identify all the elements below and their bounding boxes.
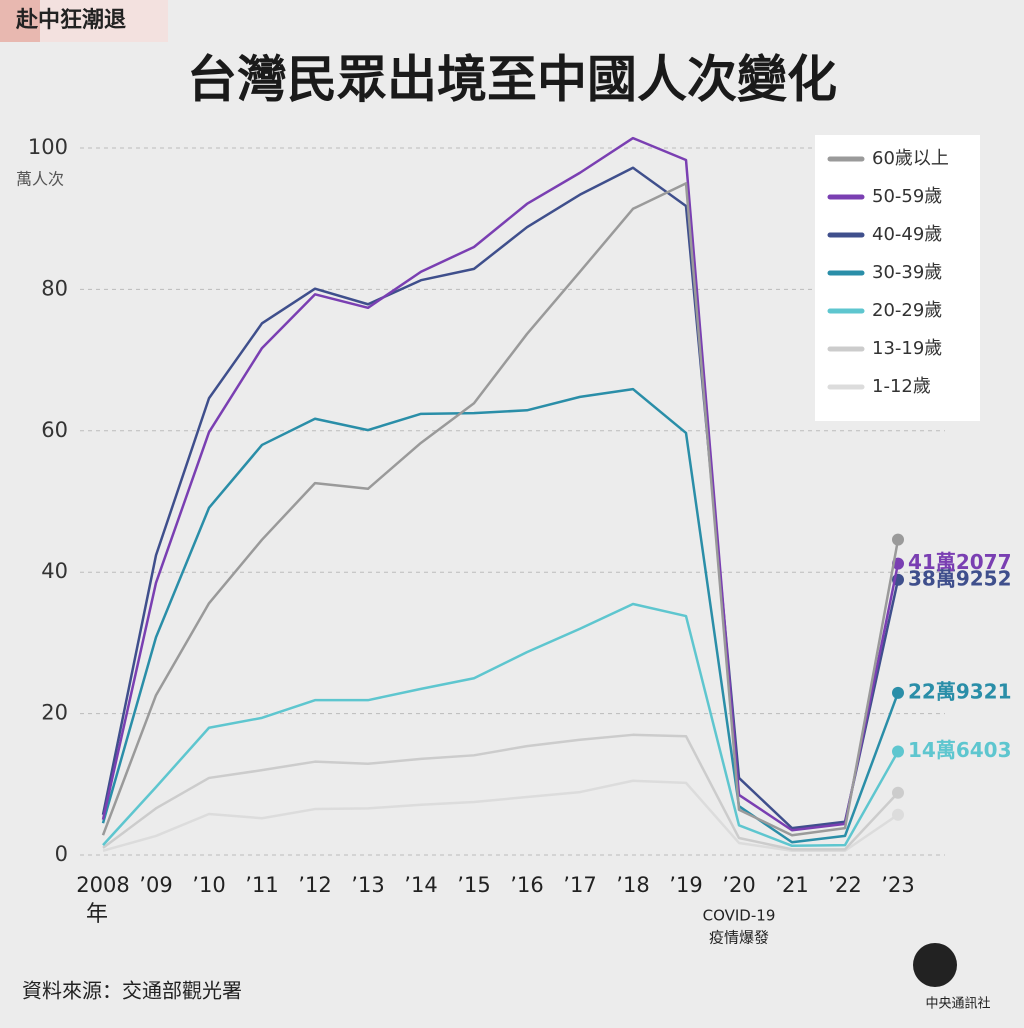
y-axis-label: 萬人次	[16, 170, 64, 189]
series-line	[101, 182, 900, 837]
x-tick-label: ’23	[881, 873, 914, 897]
x-axis-label: 年	[86, 902, 108, 927]
series-line	[101, 387, 900, 844]
x-tick-label: ’17	[563, 873, 596, 897]
value-label: 22萬9321	[908, 679, 1012, 703]
y-tick-label: 60	[41, 418, 68, 442]
legend-label: 50-59歲	[872, 186, 942, 207]
end-dot	[892, 686, 904, 699]
x-tick-label: ’19	[669, 873, 702, 897]
x-tick-label: ’18	[616, 873, 649, 897]
value-label: 41萬2077	[908, 550, 1012, 574]
series-line	[102, 733, 899, 851]
x-tick-label: 2008	[76, 873, 129, 897]
y-tick-label: 100	[28, 135, 68, 159]
end-dot	[892, 786, 904, 799]
value-label: 38萬9252	[908, 566, 1012, 590]
legend-label: 20-29歲	[872, 300, 942, 321]
legend-label: 40-49歲	[872, 224, 942, 245]
series-line	[101, 136, 900, 832]
x-tick-label: ’14	[404, 873, 437, 897]
logo-icon	[913, 943, 957, 987]
x-tick-label: ’10	[192, 873, 225, 897]
series-line	[102, 602, 900, 848]
legend-label: 30-39歲	[872, 262, 942, 283]
legend-label: 60歲以上	[872, 148, 949, 169]
legend-label: 13-19歲	[872, 338, 942, 359]
x-tick-label: ’12	[298, 873, 331, 897]
series-line	[102, 779, 899, 853]
annotation: 疫情爆發	[709, 929, 769, 947]
y-tick-label: 80	[41, 276, 68, 300]
tag-flag	[0, 0, 40, 42]
end-dot	[892, 808, 904, 821]
y-tick-label: 40	[41, 559, 68, 583]
tag: 赴中狂潮退	[15, 7, 126, 33]
x-tick-label: ’20	[722, 873, 755, 897]
x-tick-label: ’16	[510, 873, 543, 897]
y-tick-label: 20	[41, 701, 68, 725]
x-tick-label: ’15	[457, 873, 490, 897]
x-tick-label: ’13	[351, 873, 384, 897]
x-tick-label: ’09	[139, 873, 172, 897]
chart-title: 台灣民眾出境至中國人次變化	[187, 51, 837, 109]
end-dot	[892, 745, 904, 758]
x-tick-label: ’21	[775, 873, 808, 897]
logo: 中央通訊社	[925, 996, 990, 1012]
annotation: COVID-19	[703, 907, 776, 925]
value-label: 14萬6403	[908, 738, 1012, 762]
source: 資料來源：交通部觀光署	[22, 979, 242, 1003]
series-line	[101, 166, 900, 830]
y-tick-label: 0	[55, 842, 68, 866]
x-tick-label: ’11	[245, 873, 278, 897]
legend-label: 1-12歲	[872, 376, 931, 397]
legend-box	[815, 135, 980, 421]
x-tick-label: ’22	[828, 873, 861, 897]
end-dot	[892, 533, 904, 546]
